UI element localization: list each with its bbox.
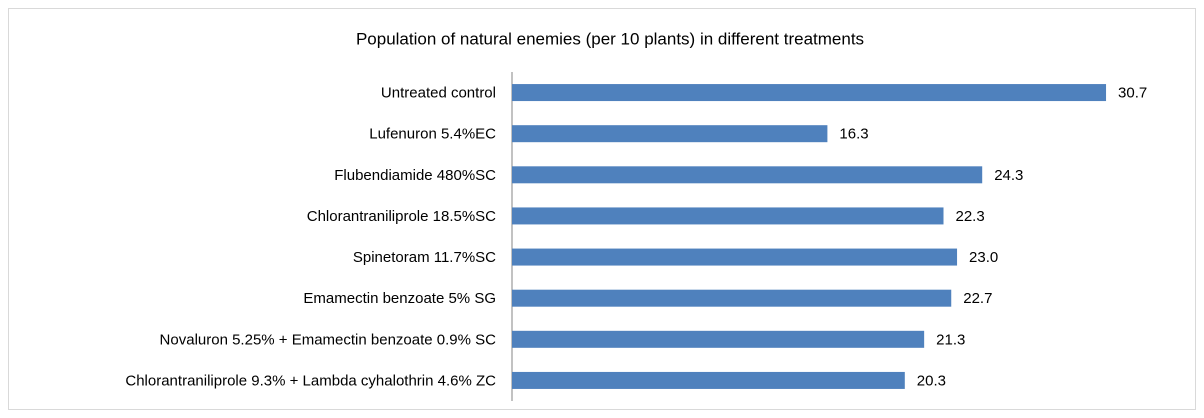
bar — [512, 125, 828, 143]
data-label: 30.7 — [1118, 85, 1147, 102]
bar — [512, 207, 944, 225]
data-label: 20.3 — [917, 372, 946, 389]
y-tick-label: Untreated control — [381, 85, 496, 102]
bar — [512, 248, 958, 266]
data-label: 16.3 — [839, 126, 868, 143]
y-tick-label: Spinetoram 11.7%SC — [353, 249, 496, 266]
y-tick-label: Emamectin benzoate 5% SG — [303, 290, 496, 307]
bar — [512, 330, 925, 348]
data-label: 23.0 — [969, 249, 998, 266]
chart-title: Population of natural enemies (per 10 pl… — [356, 29, 864, 48]
y-tick-label: Flubendiamide 480%SC — [334, 167, 496, 184]
y-tick-label: Chlorantraniliprole 9.3% + Lambda cyhalo… — [125, 372, 496, 389]
bar — [512, 289, 952, 307]
y-tick-label: Novaluron 5.25% + Emamectin benzoate 0.9… — [160, 331, 497, 348]
data-label: 21.3 — [936, 331, 965, 348]
bar — [512, 166, 983, 184]
y-tick-label: Chlorantraniliprole 18.5%SC — [307, 208, 496, 225]
bar — [512, 84, 1107, 102]
data-label: 22.7 — [963, 290, 992, 307]
y-tick-label: Lufenuron 5.4%EC — [369, 126, 496, 143]
bar — [512, 371, 905, 389]
data-label: 22.3 — [956, 208, 985, 225]
data-label: 24.3 — [994, 167, 1023, 184]
